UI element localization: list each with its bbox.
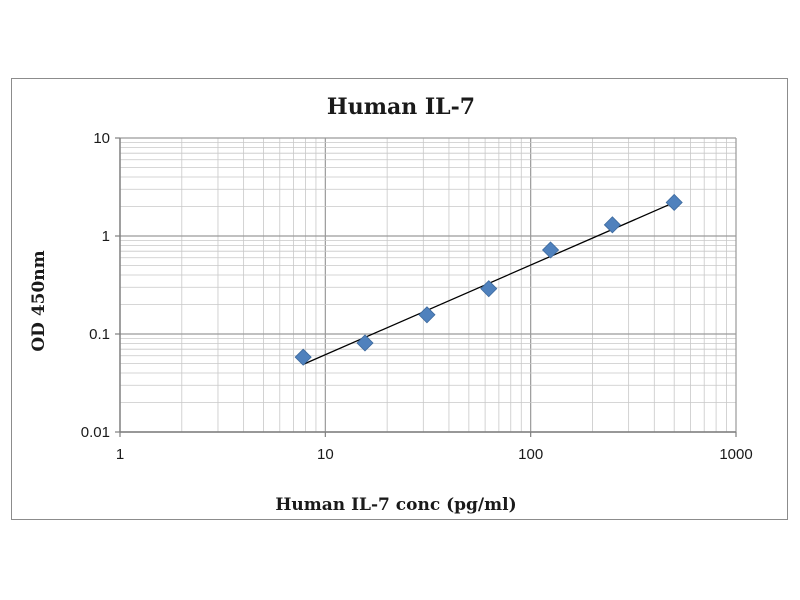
x-tick-label: 10 (317, 446, 334, 463)
axes (115, 137, 737, 437)
data-point (480, 280, 498, 298)
data-point (665, 193, 683, 212)
data-point (356, 334, 374, 352)
chart-title: Human IL-7 (327, 94, 475, 120)
x-axis-label: Human IL-7 conc (pg/ml) (275, 495, 516, 515)
data-point (294, 348, 312, 366)
chart-svg: 1 10 100 1000 0.01 0.1 1 10 Human IL-7 Human IL… (29, 94, 753, 515)
y-axis-label: OD 450nm (29, 250, 49, 351)
y-tick-label: 0.01 (81, 424, 110, 441)
grid (119, 137, 737, 433)
x-tick-label: 1 (116, 446, 124, 463)
chart-frame: 1 10 100 1000 0.01 0.1 1 10 Human IL-7 Human IL… (11, 78, 788, 520)
y-tick-label: 10 (93, 130, 110, 147)
x-tick-label: 1000 (719, 446, 752, 463)
data-point (603, 216, 621, 234)
x-tick-label: 100 (518, 446, 543, 463)
data-point (418, 306, 436, 324)
tick-labels: 1 10 100 1000 0.01 0.1 1 10 (81, 130, 753, 463)
y-tick-label: 1 (102, 228, 110, 245)
data-point (541, 241, 560, 259)
data-points (294, 193, 683, 366)
y-tick-label: 0.1 (89, 326, 110, 343)
